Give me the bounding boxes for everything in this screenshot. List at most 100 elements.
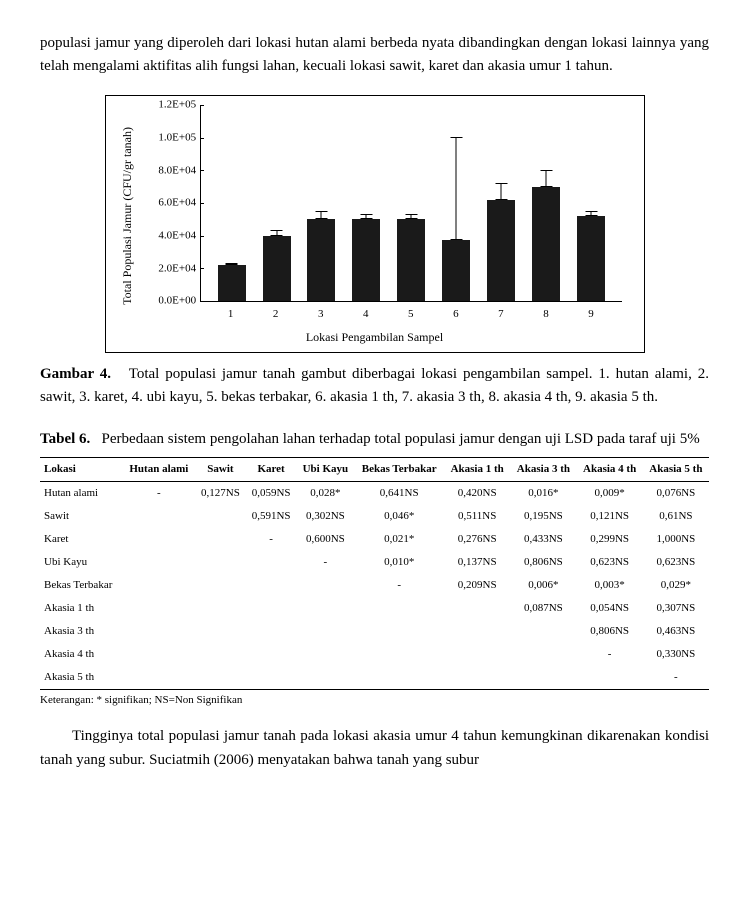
- table-cell: 0,021*: [354, 528, 444, 551]
- chart-y-tick-label: 4.0E+04: [158, 228, 196, 245]
- table-cell: -: [246, 528, 297, 551]
- table-cell: [246, 666, 297, 690]
- chart-error-bar: [276, 230, 277, 236]
- table-cell: 0,299NS: [577, 528, 643, 551]
- table-header-cell: Akasia 5 th: [643, 457, 709, 481]
- chart-x-labels: 123456789: [200, 306, 621, 326]
- table-row-label: Akasia 1 th: [40, 597, 123, 620]
- table-cell: [296, 620, 354, 643]
- chart-x-tick-label: 5: [388, 306, 433, 326]
- table-cell: 0,003*: [577, 574, 643, 597]
- table-cell: [444, 597, 510, 620]
- table-cell: [510, 620, 576, 643]
- chart-y-tick-label: 2.0E+04: [158, 260, 196, 277]
- table-cell: 0,137NS: [444, 551, 510, 574]
- table-row-label: Bekas Terbakar: [40, 574, 123, 597]
- table-cell: 0,623NS: [577, 551, 643, 574]
- table-cell: [246, 620, 297, 643]
- table-cell: [195, 620, 246, 643]
- table-row-label: Karet: [40, 528, 123, 551]
- table-cell: 0,006*: [510, 574, 576, 597]
- table-cell: -: [354, 574, 444, 597]
- table-cell: [354, 597, 444, 620]
- table-caption-text: Perbedaan sistem pengolahan lahan terhad…: [102, 431, 700, 447]
- table-row-label: Hutan alami: [40, 481, 123, 505]
- table-cell: 0,028*: [296, 481, 354, 505]
- table-cell: [195, 597, 246, 620]
- table-row-label: Sawit: [40, 505, 123, 528]
- table-header-cell: Lokasi: [40, 457, 123, 481]
- table-cell: 0,046*: [354, 505, 444, 528]
- chart-x-tick-label: 8: [523, 306, 568, 326]
- chart-x-tick-label: 9: [568, 306, 613, 326]
- table-cell: [444, 666, 510, 690]
- chart-bar: [442, 240, 470, 300]
- table-cell: 0,276NS: [444, 528, 510, 551]
- table-cell: [195, 643, 246, 666]
- table-cell: -: [296, 551, 354, 574]
- table-cell: [123, 528, 195, 551]
- table-cell: [195, 574, 246, 597]
- table-cell: [123, 620, 195, 643]
- table-cell: [510, 643, 576, 666]
- table-row-label: Akasia 3 th: [40, 620, 123, 643]
- table-row: Bekas Terbakar-0,209NS0,006*0,003*0,029*: [40, 574, 709, 597]
- table-cell: [123, 666, 195, 690]
- table-header-cell: Akasia 4 th: [577, 457, 643, 481]
- bar-chart-figure: Total Populasi Jamur (CFU/gr tanah) 0.0E…: [105, 95, 645, 354]
- table-row-label: Akasia 4 th: [40, 643, 123, 666]
- table-cell: [577, 666, 643, 690]
- table-cell: [195, 551, 246, 574]
- figure-caption: Gambar 4. Total populasi jamur tanah gam…: [40, 363, 709, 410]
- chart-bar: [352, 219, 380, 300]
- chart-y-tick-label: 1.0E+05: [158, 130, 196, 147]
- figure-caption-spacer: [117, 366, 129, 382]
- table-row: Ubi Kayu-0,010*0,137NS0,806NS0,623NS0,62…: [40, 551, 709, 574]
- chart-x-tick-label: 4: [343, 306, 388, 326]
- table-cell: [123, 505, 195, 528]
- chart-y-tick-label: 0.0E+00: [158, 293, 196, 310]
- table-cell: [296, 643, 354, 666]
- table-cell: 0,010*: [354, 551, 444, 574]
- table-cell: [510, 666, 576, 690]
- table-row: Sawit0,591NS0,302NS0,046*0,511NS0,195NS0…: [40, 505, 709, 528]
- chart-bar: [487, 200, 515, 301]
- table-cell: 0,511NS: [444, 505, 510, 528]
- chart-error-bar: [366, 214, 367, 219]
- table-cell: 0,463NS: [643, 620, 709, 643]
- table-cell: 0,600NS: [296, 528, 354, 551]
- table-cell: [296, 574, 354, 597]
- table-cell: 0,641NS: [354, 481, 444, 505]
- table-cell: [123, 643, 195, 666]
- table-cell: -: [123, 481, 195, 505]
- closing-paragraph: Tingginya total populasi jamur tanah pad…: [40, 725, 709, 772]
- table-cell: [123, 597, 195, 620]
- chart-plot-area: [200, 106, 621, 302]
- table-cell: [444, 643, 510, 666]
- table-cell: 0,016*: [510, 481, 576, 505]
- table-cell: [354, 666, 444, 690]
- table-cell: 0,087NS: [510, 597, 576, 620]
- table-cell: 0,195NS: [510, 505, 576, 528]
- chart-y-tick-label: 6.0E+04: [158, 195, 196, 212]
- table-cell: [354, 643, 444, 666]
- table-row: Akasia 4 th-0,330NS: [40, 643, 709, 666]
- table-cell: 0,806NS: [510, 551, 576, 574]
- chart-bar: [307, 219, 335, 300]
- table-cell: 0,307NS: [643, 597, 709, 620]
- table-cell: [123, 551, 195, 574]
- chart-x-tick-label: 3: [298, 306, 343, 326]
- chart-x-tick-label: 6: [433, 306, 478, 326]
- chart-x-tick-label: 7: [478, 306, 523, 326]
- table-caption-lead: Tabel 6.: [40, 431, 90, 447]
- chart-x-tick-label: 1: [208, 306, 253, 326]
- chart-error-bar: [591, 211, 592, 216]
- chart-bar: [577, 216, 605, 301]
- table-cell: [246, 643, 297, 666]
- lsd-test-table: LokasiHutan alamiSawitKaretUbi KayuBekas…: [40, 457, 709, 690]
- table-cell: [195, 666, 246, 690]
- table-cell: 0,009*: [577, 481, 643, 505]
- table-cell: 0,121NS: [577, 505, 643, 528]
- table-cell: 0,029*: [643, 574, 709, 597]
- table-cell: 0,059NS: [246, 481, 297, 505]
